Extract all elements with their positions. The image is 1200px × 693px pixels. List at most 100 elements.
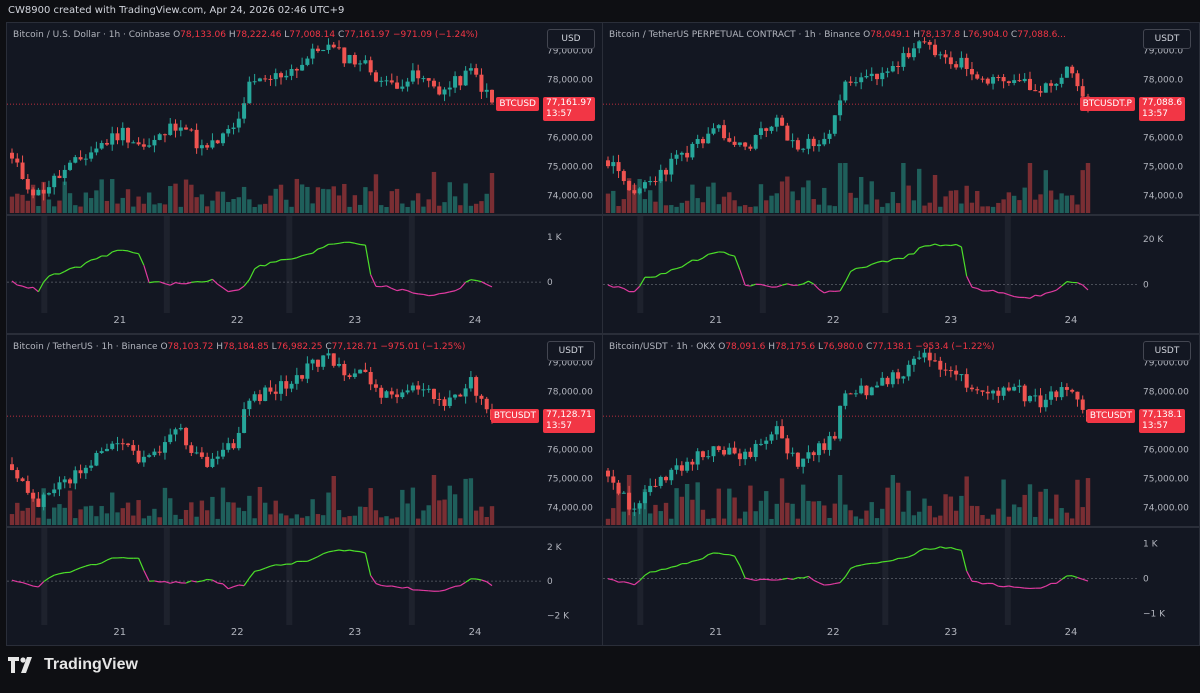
osc-segment [296, 255, 303, 259]
candle [10, 152, 14, 159]
volume-bar [990, 206, 996, 213]
volume-bar [57, 504, 62, 525]
candle [194, 129, 199, 149]
time-tick-label: 22 [827, 627, 840, 638]
last-price-value: 77,161.97 [546, 98, 592, 109]
osc-segment [1040, 585, 1047, 589]
volume-bar [742, 511, 748, 525]
candle [743, 451, 748, 460]
session-band [41, 215, 48, 313]
osc-segment [686, 259, 693, 264]
currency-selector[interactable]: USDT [1143, 29, 1191, 49]
candle [220, 449, 225, 457]
currency-selector[interactable]: USDT [547, 341, 595, 361]
volume-bar [769, 518, 774, 525]
volume-bar [15, 193, 20, 213]
candle [437, 86, 442, 95]
volume-bar [379, 517, 384, 525]
candle [31, 492, 36, 499]
currency-selector[interactable]: USD [547, 29, 595, 49]
candle [790, 452, 795, 454]
osc-segment [671, 565, 677, 568]
osc-segment [855, 564, 862, 567]
candle [827, 133, 832, 139]
session-band [408, 527, 415, 625]
osc-segment [454, 585, 461, 587]
volume-bar [853, 516, 859, 525]
osc-segment [238, 285, 245, 291]
legend-high: 78,184.85 [222, 342, 272, 352]
volume-bar [674, 488, 679, 525]
chart-canvas: 79,000.0 78,000.0 76,000.0 75,000.0 74,000.0… [603, 37, 1199, 326]
osc-segment [396, 288, 403, 292]
osc-segment [169, 281, 176, 286]
session-band [286, 215, 293, 313]
candle [658, 476, 663, 486]
osc-segment [665, 566, 672, 570]
chart-panel-2: 79,000.0 78,000.0 76,000.0 75,000.0 74,000.0… [602, 22, 1200, 334]
candle [954, 370, 959, 375]
volume-bar [51, 507, 57, 525]
candle [126, 127, 131, 143]
tradingview-logo-icon [8, 657, 32, 673]
volume-bar [484, 193, 489, 213]
currency-selector[interactable]: USDT [1143, 341, 1191, 361]
volume-bar [305, 186, 310, 213]
osc-segment [418, 293, 424, 296]
volume-bar [1048, 190, 1054, 213]
osc-segment [106, 251, 113, 257]
candle [384, 80, 389, 82]
volume-bar [1064, 512, 1070, 525]
legend-high-key: H [228, 30, 236, 40]
legend-high: 78,222.46 [235, 30, 285, 40]
volume-bar [88, 198, 94, 213]
volume-bar [384, 516, 389, 525]
volume-bar [1043, 488, 1049, 525]
candle [268, 387, 273, 392]
candle [1022, 78, 1027, 82]
volume-bar [885, 203, 890, 213]
candle [996, 77, 1001, 79]
osc-segment [248, 268, 256, 280]
volume-bar [758, 184, 764, 213]
volume-bar [932, 517, 938, 525]
candle [110, 133, 115, 145]
volume-bar [964, 185, 969, 213]
volume-bar [853, 197, 859, 213]
volume-bar [215, 518, 220, 525]
volume-bar [711, 518, 716, 525]
candle [242, 103, 247, 119]
candle [711, 446, 716, 457]
candle [1006, 81, 1011, 84]
volume-bar [658, 511, 663, 525]
candle [310, 48, 315, 59]
candle [743, 142, 748, 147]
volume-bar [975, 190, 980, 213]
chart-legend: Bitcoin/USDT · 1h · OKX O78,091.6 H78,17… [609, 342, 995, 352]
candle [305, 363, 310, 379]
symbol-tag: BTCUSDT [490, 409, 539, 424]
candle [110, 443, 115, 449]
osc-segment [887, 559, 893, 562]
osc-segment [122, 556, 129, 559]
volume-bar [943, 196, 948, 213]
volume-bar [468, 205, 474, 213]
osc-segment [613, 286, 619, 288]
volume-bar [78, 206, 83, 213]
volume-bar [864, 510, 869, 525]
last-price-badge: 77,088.6 13:57 [1139, 97, 1186, 122]
osc-tick-label: 1 K [1143, 540, 1159, 550]
volume-bar [684, 483, 690, 525]
osc-segment [966, 276, 973, 288]
osc-segment [866, 562, 872, 565]
osc-segment [33, 585, 39, 588]
candle [753, 443, 758, 458]
session-band [759, 527, 766, 625]
candle [722, 125, 727, 139]
volume-bar [885, 487, 890, 525]
volume-bar [732, 200, 737, 213]
volume-bar [389, 191, 394, 213]
volume-bar [637, 503, 642, 525]
osc-segment [138, 253, 145, 266]
osc-segment [143, 570, 150, 582]
